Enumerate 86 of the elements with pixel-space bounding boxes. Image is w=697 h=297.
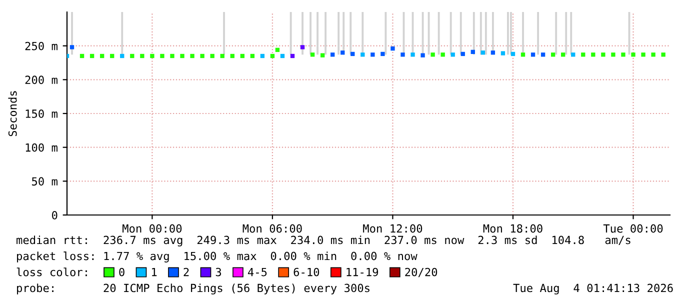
point xyxy=(571,52,576,57)
point xyxy=(200,54,204,58)
point xyxy=(621,52,626,57)
point xyxy=(90,54,94,58)
point xyxy=(350,52,355,56)
y-axis-title: Seconds xyxy=(8,91,17,136)
legend-label: 2 xyxy=(184,268,189,276)
x-tick-label: Mon 12:00 xyxy=(363,224,422,233)
point xyxy=(430,52,435,57)
point xyxy=(170,54,174,58)
point xyxy=(120,54,124,58)
point xyxy=(460,52,465,56)
point xyxy=(490,50,496,55)
y-tick-label: 50 m xyxy=(32,177,58,186)
legend-label: 4-5 xyxy=(248,268,267,276)
y-tick-label: 200 m xyxy=(25,76,58,84)
point xyxy=(591,52,596,57)
legend-label: 1 xyxy=(152,268,157,276)
point xyxy=(520,52,526,57)
point xyxy=(310,52,315,57)
point xyxy=(540,52,546,57)
x-tick-label: Tue 00:00 xyxy=(603,224,663,233)
point xyxy=(70,45,74,50)
legend-title: loss color: xyxy=(16,268,87,276)
point xyxy=(380,52,385,56)
y-tick-label: 150 m xyxy=(26,110,58,118)
point xyxy=(661,52,666,57)
point xyxy=(500,51,506,56)
point xyxy=(581,52,586,57)
point xyxy=(300,45,305,50)
legend-label: 3 xyxy=(216,268,222,276)
point xyxy=(110,54,114,58)
legend-label: 20/20 xyxy=(405,268,438,278)
point xyxy=(641,52,646,57)
point xyxy=(240,54,244,58)
point xyxy=(230,54,234,58)
point xyxy=(320,53,325,58)
point xyxy=(480,50,486,55)
point xyxy=(210,54,214,58)
point xyxy=(150,54,154,58)
point xyxy=(651,52,656,57)
text: packet loss: 1.77 % avg 15.00 % max 0.00 % min 0.00 % now xyxy=(17,252,418,262)
y-tick-label: 250 m xyxy=(25,42,58,50)
point xyxy=(410,52,415,57)
legend-label: 11-19 xyxy=(346,268,378,276)
point xyxy=(360,52,365,57)
point xyxy=(260,54,265,58)
point xyxy=(631,52,636,57)
y-tick-label: 100 m xyxy=(26,143,58,152)
point xyxy=(140,54,144,58)
point xyxy=(550,52,556,57)
point xyxy=(340,50,345,55)
text: median rtt: 236.7 ms avg 249.3 ms max 234.0 ms min 237.0 ms now 2.3 ms sd 104.8 am/s xyxy=(16,236,630,246)
point xyxy=(190,54,194,58)
x-tick-label: Mon 06:00 xyxy=(242,224,302,233)
point xyxy=(370,52,375,57)
point xyxy=(220,54,224,58)
point xyxy=(601,52,606,57)
point xyxy=(280,54,285,58)
y-tick-label: 0 xyxy=(52,211,58,220)
legend-label: 6-10 xyxy=(294,268,320,276)
point xyxy=(80,54,84,58)
point xyxy=(440,52,445,57)
point xyxy=(390,46,395,51)
point xyxy=(180,54,184,58)
text: probe: 20 ICMP Echo Pings (56 Bytes) every 300s xyxy=(17,284,370,294)
point xyxy=(420,53,425,58)
legend-label: 0 xyxy=(119,268,124,276)
point xyxy=(275,48,280,52)
point xyxy=(290,54,295,58)
point xyxy=(611,52,616,57)
point xyxy=(330,52,335,57)
x-tick-label: Mon 18:00 xyxy=(483,224,542,233)
x-tick-label: Mon 00:00 xyxy=(122,224,182,233)
point xyxy=(130,54,134,58)
point xyxy=(100,54,104,58)
point xyxy=(270,54,275,58)
text: Tue Aug 4 01:41:13 2026 xyxy=(513,284,673,294)
point xyxy=(250,54,254,58)
point xyxy=(470,50,475,54)
point xyxy=(160,54,164,58)
point xyxy=(400,52,405,57)
point xyxy=(450,52,455,57)
point xyxy=(510,52,516,56)
point xyxy=(561,52,566,57)
point xyxy=(530,52,536,57)
